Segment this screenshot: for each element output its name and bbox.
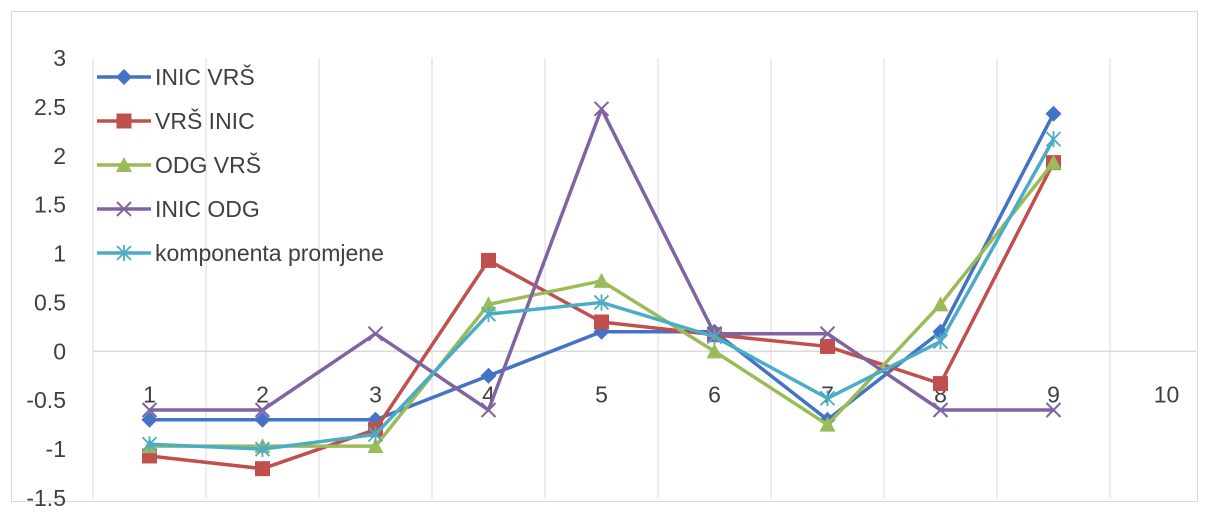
series-4 [141, 101, 1062, 418]
y-tick-label: 1.5 [34, 192, 66, 218]
legend-label: komponenta promjene [155, 240, 384, 266]
data-point [480, 306, 497, 323]
legend-label: INIC ODG [155, 196, 260, 222]
legend-item: komponenta promjene [97, 240, 384, 266]
y-tick-label: 0 [53, 338, 66, 364]
data-point [932, 402, 949, 418]
series-2 [142, 155, 1061, 477]
data-point [254, 411, 271, 428]
y-tick-label: 3 [53, 45, 66, 71]
data-point [480, 367, 497, 384]
data-point [932, 296, 949, 312]
data-point [480, 296, 497, 312]
y-tick-label: 2 [53, 143, 66, 169]
data-point [820, 338, 835, 354]
y-axis-tick-labels: 3 2.5 2 1.5 1 0.5 0 -0.5 -1 -1.5 [26, 45, 66, 511]
legend-item: VRŠ INIC [97, 107, 255, 134]
data-point [706, 328, 723, 345]
series-line [149, 112, 1056, 422]
y-tick-label: -1.5 [26, 485, 66, 511]
data-point [116, 69, 132, 85]
series-group [141, 101, 1062, 477]
data-point [819, 390, 836, 407]
data-point [255, 461, 270, 477]
legend-label: VRŠ INIC [155, 107, 255, 134]
data-point [593, 272, 610, 288]
data-point [367, 326, 384, 342]
data-point [594, 314, 609, 330]
data-point [1045, 131, 1062, 148]
data-point [367, 438, 384, 454]
data-point [933, 376, 948, 392]
legend-item: ODG VRŠ [97, 151, 261, 178]
data-point [141, 402, 158, 418]
legend-label: ODG VRŠ [155, 151, 261, 178]
data-point [367, 426, 384, 443]
legend-item: INIC ODG [97, 196, 260, 222]
data-point [141, 436, 158, 453]
data-point [1045, 105, 1062, 122]
x-tick-label: 10 [1154, 381, 1180, 407]
y-tick-label: -0.5 [26, 387, 66, 413]
x-tick-label: 9 [1047, 381, 1060, 407]
legend-label: INIC VRŠ [155, 63, 255, 90]
data-point [1045, 402, 1062, 418]
data-point [141, 411, 158, 428]
x-tick-label: 6 [708, 381, 721, 407]
data-point [480, 402, 497, 418]
data-point [116, 201, 132, 217]
data-point [819, 416, 836, 432]
data-point [116, 245, 132, 261]
y-tick-label: 0.5 [34, 289, 66, 315]
data-point [116, 157, 132, 172]
data-point [254, 402, 271, 418]
legend-item: INIC VRŠ [97, 63, 255, 90]
x-tick-label: 1 [143, 381, 156, 407]
data-point [593, 101, 610, 117]
legend: INIC VRŠ VRŠ INIC ODG VRŠ INIC ODG komponent… [97, 63, 384, 266]
data-point [481, 252, 496, 268]
grid-lines [92, 58, 1111, 498]
x-tick-label: 3 [369, 381, 382, 407]
data-point [932, 333, 949, 350]
data-point [254, 441, 271, 458]
x-tick-label: 2 [256, 381, 269, 407]
y-tick-label: 1 [53, 241, 66, 267]
data-point [593, 294, 610, 311]
data-point [819, 326, 836, 342]
data-point [116, 113, 132, 129]
x-tick-label: 5 [595, 381, 608, 407]
data-point [706, 343, 723, 359]
y-tick-label: -1 [46, 436, 66, 462]
series-5 [141, 131, 1062, 458]
y-tick-label: 2.5 [34, 94, 66, 120]
data-point [1045, 154, 1062, 170]
